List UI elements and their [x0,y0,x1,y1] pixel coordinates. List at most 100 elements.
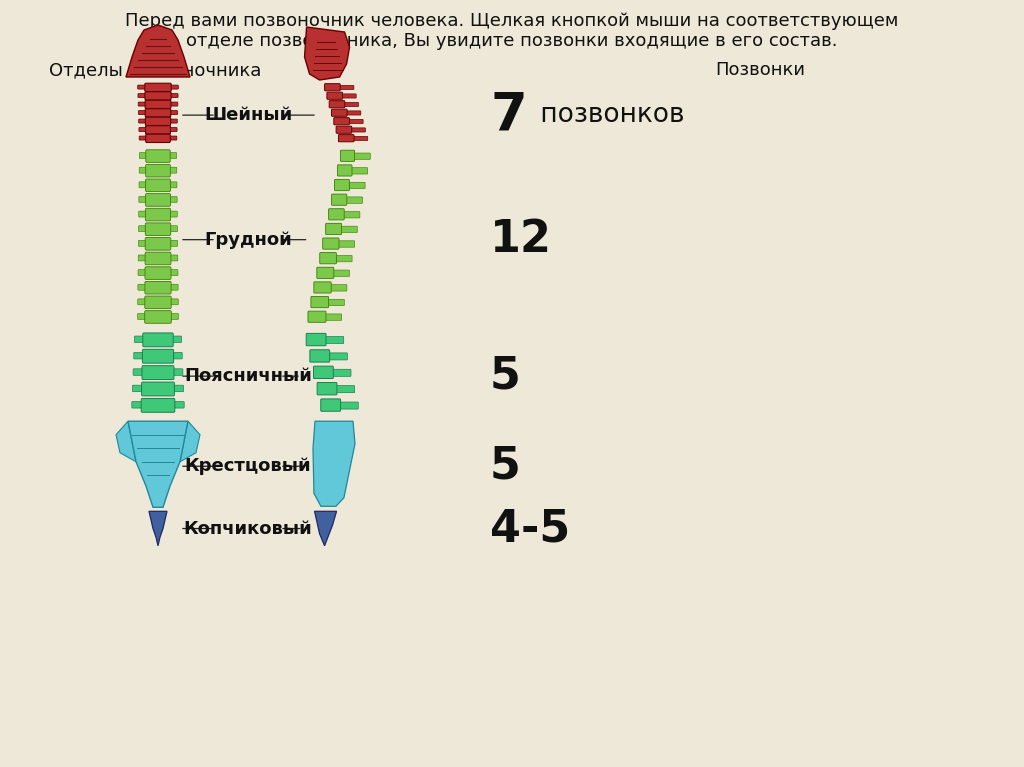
Text: позвонков: позвонков [532,102,684,128]
FancyBboxPatch shape [325,337,344,344]
FancyBboxPatch shape [137,85,146,89]
FancyBboxPatch shape [352,137,368,140]
FancyBboxPatch shape [332,369,351,377]
FancyBboxPatch shape [142,349,174,363]
FancyBboxPatch shape [335,255,352,262]
FancyBboxPatch shape [329,100,345,108]
Polygon shape [180,421,200,462]
FancyBboxPatch shape [145,92,171,100]
FancyBboxPatch shape [132,402,143,408]
FancyBboxPatch shape [329,353,347,360]
FancyBboxPatch shape [317,383,337,395]
FancyBboxPatch shape [332,194,347,206]
FancyBboxPatch shape [138,94,146,97]
FancyBboxPatch shape [145,281,171,294]
FancyBboxPatch shape [169,110,177,114]
FancyBboxPatch shape [139,136,147,140]
FancyBboxPatch shape [338,135,354,142]
FancyBboxPatch shape [138,285,146,290]
FancyBboxPatch shape [353,153,371,160]
FancyBboxPatch shape [141,382,174,396]
FancyBboxPatch shape [132,385,143,392]
FancyBboxPatch shape [319,252,337,264]
Text: Грудной: Грудной [204,231,292,249]
FancyBboxPatch shape [169,127,177,131]
FancyBboxPatch shape [134,352,144,359]
FancyBboxPatch shape [316,267,334,278]
FancyBboxPatch shape [169,240,177,246]
FancyBboxPatch shape [339,402,358,409]
FancyBboxPatch shape [169,85,178,89]
FancyBboxPatch shape [138,225,147,232]
FancyBboxPatch shape [346,111,360,115]
FancyBboxPatch shape [348,120,364,123]
FancyBboxPatch shape [169,211,177,217]
FancyBboxPatch shape [169,182,177,188]
FancyBboxPatch shape [134,336,144,343]
FancyBboxPatch shape [313,366,333,378]
FancyBboxPatch shape [141,399,175,413]
FancyBboxPatch shape [173,402,184,408]
FancyBboxPatch shape [138,110,147,114]
FancyBboxPatch shape [145,252,171,265]
FancyBboxPatch shape [332,109,347,117]
Text: 5: 5 [490,445,521,488]
FancyBboxPatch shape [172,369,183,375]
FancyBboxPatch shape [350,128,366,132]
FancyBboxPatch shape [340,226,357,232]
FancyBboxPatch shape [139,127,147,131]
FancyBboxPatch shape [343,212,359,218]
FancyBboxPatch shape [169,102,178,106]
FancyBboxPatch shape [330,285,347,291]
FancyBboxPatch shape [133,369,143,375]
FancyBboxPatch shape [313,281,331,293]
FancyBboxPatch shape [138,240,147,246]
FancyBboxPatch shape [145,179,170,192]
FancyBboxPatch shape [310,350,330,362]
FancyBboxPatch shape [336,386,354,393]
Polygon shape [128,421,188,507]
FancyBboxPatch shape [145,238,171,250]
Text: Крестцовый: Крестцовый [184,457,311,476]
FancyBboxPatch shape [169,299,178,304]
FancyBboxPatch shape [328,299,344,306]
Polygon shape [126,25,190,77]
FancyBboxPatch shape [170,314,178,319]
FancyBboxPatch shape [333,270,349,276]
Text: 4-5: 4-5 [490,507,570,550]
FancyBboxPatch shape [145,117,171,126]
FancyBboxPatch shape [137,299,146,304]
Text: 5: 5 [490,354,521,397]
FancyBboxPatch shape [144,296,171,308]
FancyBboxPatch shape [145,100,171,109]
FancyBboxPatch shape [142,333,173,347]
Text: Позвонки: Позвонки [715,61,805,79]
FancyBboxPatch shape [329,209,344,220]
FancyBboxPatch shape [336,126,351,133]
Polygon shape [313,421,355,506]
FancyBboxPatch shape [169,196,177,202]
FancyBboxPatch shape [145,267,171,279]
Text: отделе позвоночника, Вы увидите позвонки входящие в его состав.: отделе позвоночника, Вы увидите позвонки… [186,32,838,50]
FancyBboxPatch shape [169,94,178,97]
FancyBboxPatch shape [145,126,170,134]
Text: 12: 12 [490,218,552,262]
FancyBboxPatch shape [144,311,171,323]
Text: Копчиковый: Копчиковый [183,519,312,538]
FancyBboxPatch shape [145,109,171,117]
FancyBboxPatch shape [308,311,326,322]
FancyBboxPatch shape [343,103,358,107]
FancyBboxPatch shape [144,84,171,91]
FancyBboxPatch shape [169,255,178,261]
FancyBboxPatch shape [142,366,174,380]
FancyBboxPatch shape [139,153,147,159]
FancyBboxPatch shape [334,117,349,125]
FancyBboxPatch shape [172,352,182,359]
FancyBboxPatch shape [138,211,147,217]
FancyBboxPatch shape [145,209,171,221]
FancyBboxPatch shape [145,150,170,163]
FancyBboxPatch shape [338,165,352,176]
FancyBboxPatch shape [171,336,181,343]
FancyBboxPatch shape [339,85,354,90]
FancyBboxPatch shape [169,285,178,290]
